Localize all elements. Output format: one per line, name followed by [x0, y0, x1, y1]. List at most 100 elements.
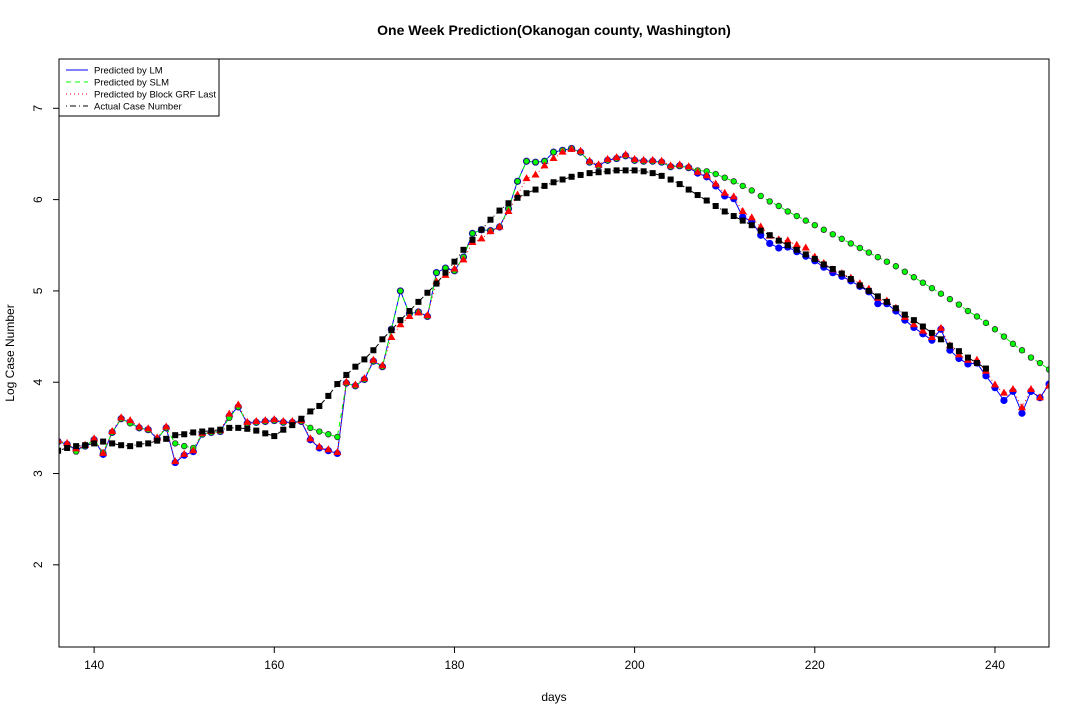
- point: [766, 239, 774, 248]
- point: [478, 226, 485, 233]
- point: [856, 244, 864, 252]
- point: [676, 181, 683, 188]
- x-axis-label: days: [541, 690, 566, 704]
- point: [109, 440, 116, 447]
- point: [280, 426, 287, 433]
- point: [964, 354, 971, 361]
- point: [865, 287, 872, 294]
- point: [108, 427, 117, 435]
- y-tick-label: 4: [31, 379, 45, 386]
- point: [784, 208, 791, 215]
- point: [333, 448, 342, 456]
- point: [1027, 354, 1035, 361]
- point: [316, 402, 323, 409]
- legend-label: Actual Case Number: [94, 102, 182, 113]
- point: [766, 232, 773, 239]
- point: [838, 235, 846, 243]
- point: [829, 266, 836, 272]
- point: [370, 347, 377, 354]
- point: [64, 444, 71, 451]
- point: [396, 320, 405, 328]
- point: [523, 190, 530, 197]
- point: [703, 197, 710, 204]
- point: [82, 442, 89, 449]
- point: [720, 188, 729, 196]
- point: [189, 446, 198, 454]
- x-tick-label: 160: [264, 658, 284, 672]
- point: [811, 221, 818, 229]
- point: [387, 332, 396, 340]
- point: [567, 144, 576, 152]
- point: [59, 437, 63, 444]
- point: [739, 217, 746, 224]
- point: [558, 147, 567, 155]
- point: [901, 268, 909, 275]
- point: [405, 311, 414, 319]
- point: [163, 435, 170, 442]
- y-tick-label: 6: [31, 196, 45, 203]
- point: [1000, 333, 1008, 340]
- point: [99, 448, 108, 456]
- point: [594, 160, 603, 168]
- point: [982, 365, 989, 372]
- point: [522, 174, 531, 182]
- point: [685, 186, 692, 193]
- point: [540, 161, 549, 169]
- point: [181, 431, 188, 438]
- point: [729, 192, 738, 200]
- point: [874, 293, 881, 300]
- point: [784, 242, 791, 249]
- point: [136, 441, 143, 448]
- point: [622, 167, 629, 174]
- point: [397, 287, 404, 295]
- point: [802, 217, 809, 224]
- point: [226, 424, 233, 431]
- point: [325, 392, 332, 399]
- point: [315, 442, 324, 450]
- point: [59, 447, 62, 454]
- point: [730, 178, 737, 185]
- point: [721, 174, 728, 181]
- point: [631, 167, 638, 174]
- point: [946, 295, 954, 303]
- point: [748, 187, 755, 194]
- point: [118, 442, 125, 449]
- point: [693, 167, 702, 175]
- point: [324, 445, 333, 453]
- point: [424, 289, 431, 296]
- point: [739, 182, 746, 190]
- point: [883, 258, 891, 265]
- point: [63, 438, 72, 446]
- point: [909, 320, 918, 328]
- point: [261, 416, 270, 424]
- point: [180, 449, 189, 457]
- point: [217, 426, 224, 433]
- point: [955, 348, 962, 355]
- point: [369, 355, 378, 363]
- point: [252, 416, 261, 424]
- point: [334, 381, 341, 388]
- point: [757, 192, 764, 200]
- point: [766, 198, 773, 205]
- point: [621, 150, 630, 158]
- point: [316, 428, 323, 435]
- point: [73, 443, 80, 450]
- point: [505, 200, 512, 207]
- point: [874, 300, 882, 308]
- point: [892, 305, 899, 312]
- point: [199, 428, 206, 435]
- point: [1017, 403, 1026, 411]
- point: [351, 380, 360, 388]
- point: [604, 168, 611, 175]
- legend-label: Predicted by SLM: [94, 78, 169, 89]
- point: [423, 311, 432, 319]
- point: [793, 212, 800, 220]
- point: [154, 437, 161, 444]
- point: [576, 146, 585, 154]
- point: [918, 326, 927, 334]
- point: [874, 253, 882, 261]
- point: [712, 203, 719, 209]
- point: [307, 424, 314, 432]
- x-tick-label: 240: [985, 658, 1005, 672]
